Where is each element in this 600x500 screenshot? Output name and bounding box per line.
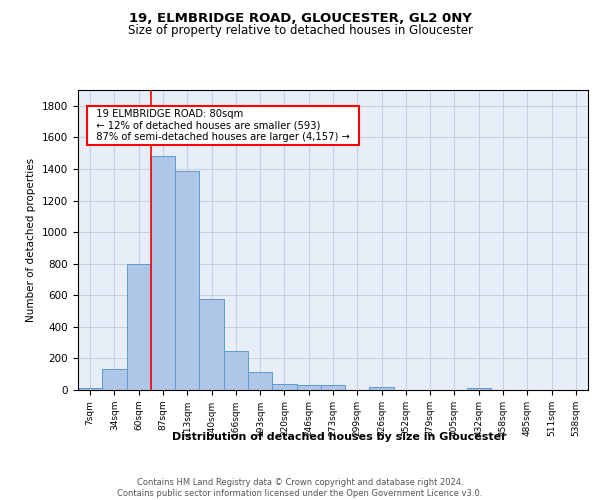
Bar xyxy=(151,156,175,390)
Bar xyxy=(78,388,102,390)
Bar xyxy=(467,388,491,390)
Bar xyxy=(102,370,127,390)
Bar xyxy=(272,384,296,390)
Text: 19, ELMBRIDGE ROAD, GLOUCESTER, GL2 0NY: 19, ELMBRIDGE ROAD, GLOUCESTER, GL2 0NY xyxy=(128,12,472,26)
Bar xyxy=(175,170,199,390)
Bar xyxy=(321,386,345,390)
Text: 19 ELMBRIDGE ROAD: 80sqm
  ← 12% of detached houses are smaller (593)
  87% of s: 19 ELMBRIDGE ROAD: 80sqm ← 12% of detach… xyxy=(90,109,356,142)
Bar xyxy=(370,387,394,390)
Bar xyxy=(224,350,248,390)
Bar xyxy=(127,264,151,390)
Bar xyxy=(296,386,321,390)
Text: Contains HM Land Registry data © Crown copyright and database right 2024.
Contai: Contains HM Land Registry data © Crown c… xyxy=(118,478,482,498)
Text: Distribution of detached houses by size in Gloucester: Distribution of detached houses by size … xyxy=(172,432,506,442)
Bar xyxy=(199,299,224,390)
Bar xyxy=(248,372,272,390)
Text: Size of property relative to detached houses in Gloucester: Size of property relative to detached ho… xyxy=(128,24,473,37)
Y-axis label: Number of detached properties: Number of detached properties xyxy=(26,158,37,322)
